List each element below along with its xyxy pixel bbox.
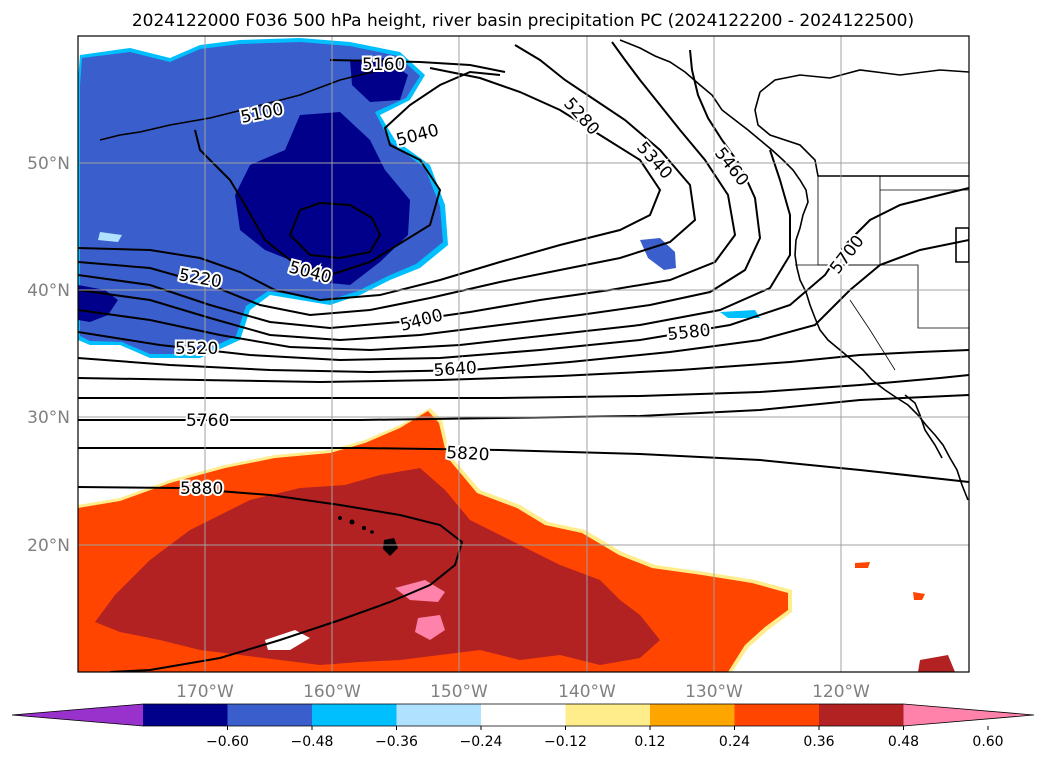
lon-label: 130°W [685, 682, 743, 702]
colorbar-extend-high [903, 704, 1034, 726]
colorbar-extend-low [12, 704, 143, 726]
colorbar-tick-label: 0.60 [972, 734, 1003, 750]
coastlines [99, 39, 969, 501]
contour-label: 5640 [433, 358, 478, 381]
colorbar-bin [227, 704, 313, 726]
hawaiian-islands [338, 516, 398, 556]
contour-label: 5760 [186, 411, 229, 431]
colorbar-outline [11, 703, 1035, 727]
longitude-labels: 170°W 160°W 150°W 140°W 130°W 120°W [176, 682, 870, 702]
colorbar-bin [734, 704, 820, 726]
positive-pc-field [78, 408, 955, 672]
colorbar-tick-label: −0.60 [206, 734, 249, 750]
colorbar-bin [565, 704, 651, 726]
colorbar-tick-label: 0.24 [719, 734, 750, 750]
colorbar-bin [143, 704, 228, 726]
colorbar-tick-label: 0.12 [634, 734, 665, 750]
contour-label: 5160 [362, 55, 405, 75]
colorbar-bin [312, 704, 397, 726]
lon-label: 160°W [303, 682, 361, 702]
colorbar [11, 703, 1035, 727]
colorbar-tick-label: −0.24 [460, 734, 503, 750]
colorbar-bin [396, 704, 482, 726]
lat-label: 30°N [27, 408, 70, 428]
colorbar-tick-label: 0.48 [888, 734, 919, 750]
figure-title: 2024122000 F036 500 hPa height, river ba… [132, 11, 914, 31]
lat-label: 50°N [27, 154, 70, 174]
colorbar-bin [481, 704, 566, 726]
lon-label: 140°W [558, 682, 616, 702]
lat-label: 20°N [27, 536, 70, 556]
colorbar-tick-label: −0.12 [544, 734, 587, 750]
lon-label: 170°W [176, 682, 234, 702]
lon-label: 120°W [812, 682, 870, 702]
colorbar-tick-label: 0.36 [803, 734, 834, 750]
contour-label: 5880 [180, 479, 223, 499]
latitude-labels: 50°N 40°N 30°N 20°N [27, 154, 70, 556]
height-contours [78, 41, 969, 672]
colorbar-ticks: −0.60 −0.48 −0.36 −0.24 −0.12 0.12 0.24 0.36 0.4… [206, 726, 1004, 750]
lat-label: 40°N [27, 281, 70, 301]
contour-label: 5820 [446, 443, 490, 465]
map-area: 5160 5100 5040 5040 5220 5280 5340 5460 … [78, 36, 969, 672]
colorbar-tick-label: −0.48 [291, 734, 334, 750]
graticule [78, 36, 969, 672]
colorbar-bin [650, 704, 735, 726]
colorbar-tick-label: −0.36 [375, 734, 418, 750]
map-frame [77, 35, 970, 673]
colorbar-bin [819, 704, 904, 726]
lon-label: 150°W [430, 682, 488, 702]
negative-pc-field [78, 38, 760, 358]
contour-label: 5520 [175, 339, 218, 359]
